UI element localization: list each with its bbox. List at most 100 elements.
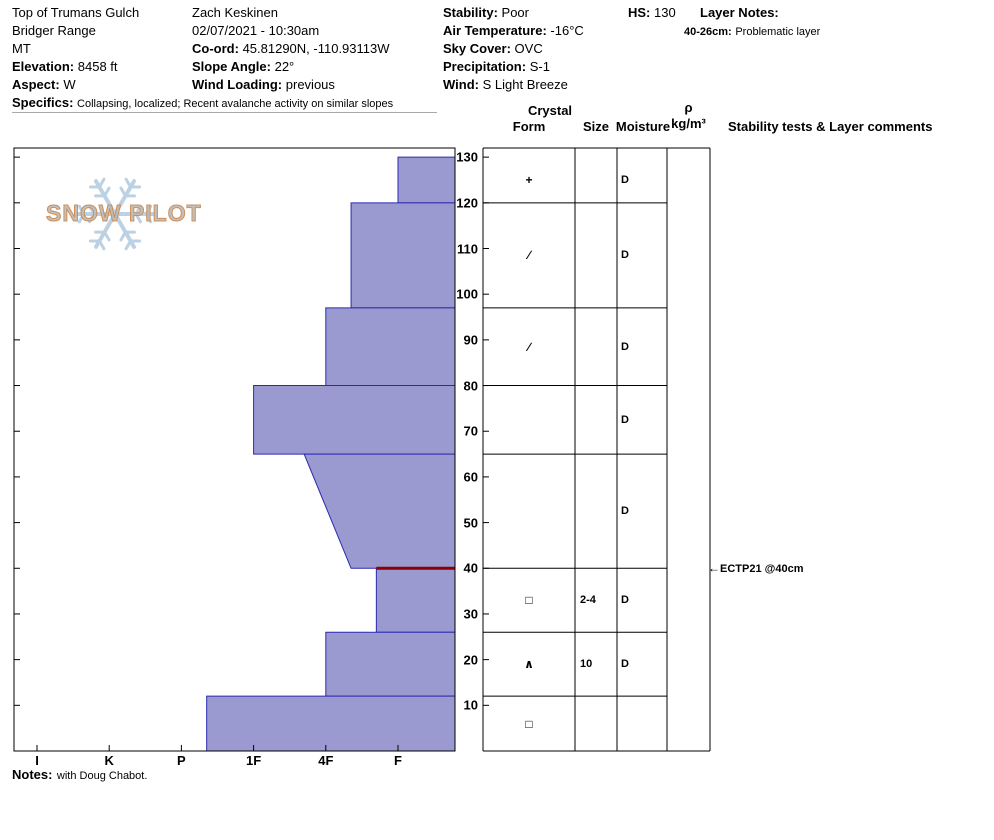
snow-layer-polygon (253, 385, 456, 455)
elevation-value: 8458 ft (77, 59, 118, 74)
aspect-label: Aspect: (12, 77, 60, 92)
hardness-tick-label: 1F (246, 753, 262, 768)
precipitation-label: Precipitation: (443, 59, 527, 74)
snowflake-icon (134, 212, 142, 224)
profile-frame (13, 147, 456, 752)
hs-line: HS: 130 (628, 4, 676, 22)
snow-layer-polygon (375, 567, 456, 633)
air-temperature-label: Air Temperature: (443, 23, 547, 38)
wind-loading-label: Wind Loading: (192, 77, 283, 92)
comments-header: Stability tests & Layer comments (728, 119, 933, 134)
slope-angle-label: Slope Angle: (192, 59, 271, 74)
notes-value: with Doug Chabot. (56, 770, 148, 782)
slope-angle-value: 22° (274, 59, 295, 74)
precipitation-value: S-1 (529, 59, 550, 74)
moisture-value: D (621, 173, 629, 186)
density-units: kg/m³ (671, 116, 706, 131)
depth-tick-label: 130 (456, 149, 478, 165)
site-name: Top of Trumans Gulch (12, 5, 140, 20)
precipitation-line: Precipitation: S-1 (443, 58, 584, 76)
notes-line: Notes: with Doug Chabot. (12, 766, 147, 784)
form-header: Form (512, 119, 546, 134)
header-layer-notes-column: Layer Notes: 40-26cm: Problematic layer (684, 4, 821, 40)
sky-cover-line: Sky Cover: OVC (443, 40, 584, 58)
coord-label: Co-ord: (192, 41, 239, 56)
crystal-form-symbol: ∧ (524, 657, 534, 672)
moisture-header: Moisture (615, 119, 671, 134)
crystal-form-symbol: □ (525, 593, 533, 608)
snow-layer-polygon (303, 453, 456, 569)
stability-label: Stability: (443, 5, 498, 20)
elevation-label: Elevation: (12, 59, 75, 74)
hs-label: HS: (628, 5, 651, 20)
snowflake-icon (103, 186, 111, 198)
size-header: Size (582, 119, 609, 134)
state-name: MT (12, 41, 31, 56)
specifics-label: Specifics: (12, 95, 74, 110)
aspect-line: Aspect: W (12, 76, 393, 94)
moisture-value: D (621, 658, 629, 671)
depth-tick-label: 50 (463, 515, 478, 531)
crystal-size-value: 2-4 (580, 594, 596, 607)
wind-label: Wind: (443, 77, 479, 92)
snow-layer-polygon (350, 202, 456, 309)
layer-note-text: Problematic layer (735, 26, 821, 38)
specifics-line: Specifics: Collapsing, localized; Recent… (12, 94, 393, 112)
snowflake-icon (144, 212, 153, 224)
sky-cover-label: Sky Cover: (443, 41, 511, 56)
depth-tick-label: 100 (456, 286, 478, 302)
wind-loading-line: Wind Loading: previous (192, 76, 390, 94)
density-header: ρ (684, 100, 693, 115)
depth-tick-label: 60 (463, 469, 478, 485)
depth-tick-label: 30 (463, 606, 478, 622)
stability-line: Stability: Poor (443, 4, 584, 22)
header-conditions-column: Stability: Poor Air Temperature: -16°C S… (443, 4, 584, 94)
snow-layer-polygon (397, 156, 456, 204)
moisture-value: D (621, 413, 629, 426)
header-divider (12, 112, 437, 113)
moisture-value: D (621, 249, 629, 262)
crystal-form-symbol: □ (525, 716, 533, 731)
snow-layer-polygon (206, 695, 456, 752)
snowflake-icon (97, 177, 106, 189)
wind-line: Wind: S Light Breeze (443, 76, 584, 94)
snowpilot-logo: SNOW PILOT (46, 200, 202, 227)
observation-datetime: 02/07/2021 - 10:30am (192, 23, 320, 38)
crystal-form-symbol: ∕ (527, 339, 531, 354)
hardness-tick-label: 4F (318, 753, 334, 768)
snow-layer-polygon (325, 631, 456, 697)
observer-name: Zach Keskinen (192, 5, 278, 20)
air-temperature-value: -16°C (550, 23, 584, 38)
snowflake-icon (124, 239, 133, 251)
depth-tick-label: 70 (463, 423, 478, 439)
depth-tick-label: 120 (456, 195, 478, 211)
wind-value: S Light Breeze (482, 77, 568, 92)
snowflake-icon (77, 204, 86, 216)
moisture-value: D (621, 594, 629, 607)
sky-cover-value: OVC (514, 41, 543, 56)
header-observer-column: Zach Keskinen 02/07/2021 - 10:30am Co-or… (192, 4, 390, 94)
snowflake-icon (119, 230, 127, 242)
specifics-value: Collapsing, localized; Recent avalanche … (77, 98, 394, 110)
coord-line: Co-ord: 45.81290N, -110.93113W (192, 40, 390, 58)
depth-tick-label: 10 (463, 697, 478, 713)
snowflake-icon (88, 204, 96, 216)
depth-tick-label: 40 (463, 560, 478, 576)
range-name: Bridger Range (12, 23, 96, 38)
hardness-tick-label: K (104, 753, 114, 768)
depth-tick-label: 20 (463, 652, 478, 668)
moisture-value: D (621, 505, 629, 518)
stability-test-text: ECTP21 @40cm (720, 563, 804, 576)
layer-notes-header: Layer Notes: (700, 5, 779, 20)
notes-label: Notes: (12, 767, 53, 782)
depth-tick-label: 110 (457, 241, 478, 256)
air-temperature-line: Air Temperature: -16°C (443, 22, 584, 40)
crystal-form-symbol: + (525, 172, 533, 187)
depth-tick-label: 90 (463, 332, 478, 348)
hardness-tick-label: I (35, 753, 39, 768)
elevation-line: Elevation: 8458 ft (12, 58, 393, 76)
header-location-column: Top of Trumans Gulch Bridger Range MT El… (12, 4, 393, 112)
wind-loading-value: previous (285, 77, 335, 92)
layer-note-range: 40-26cm: (684, 26, 732, 38)
